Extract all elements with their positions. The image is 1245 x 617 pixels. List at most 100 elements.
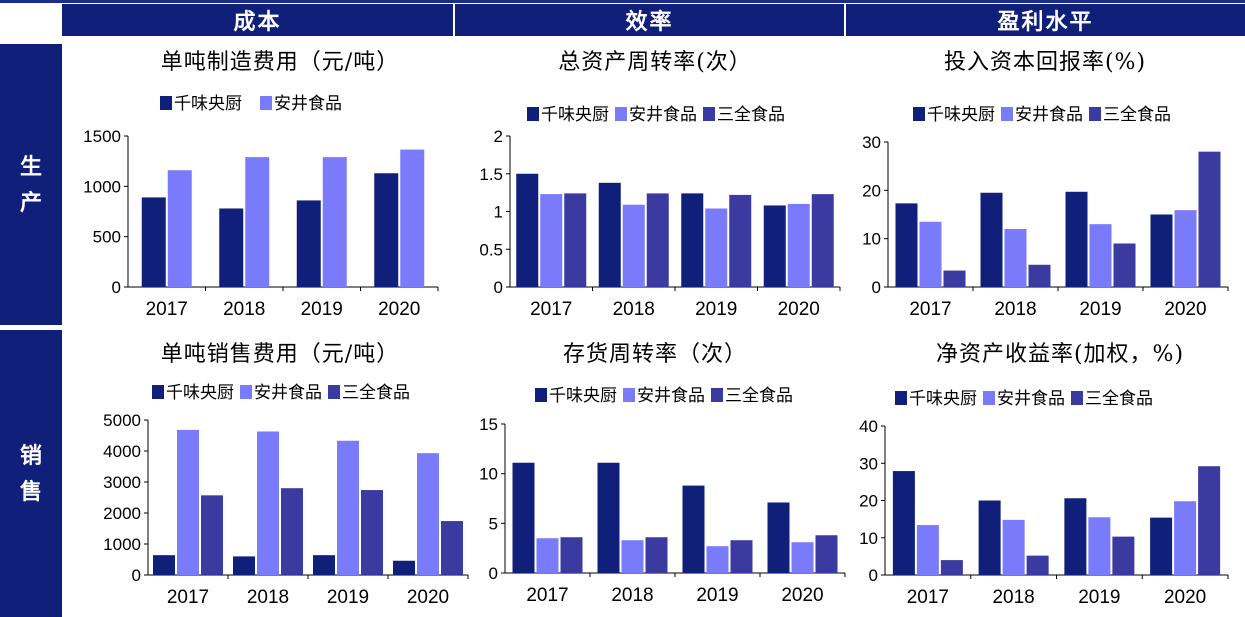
legend-label: 三全食品: [717, 105, 785, 124]
bar-2018-series-2: [1026, 555, 1049, 575]
y-tick-label: 30: [859, 454, 878, 473]
bar-2017-series-2: [940, 560, 963, 575]
bar-2019-series-0: [681, 193, 704, 287]
y-tick-label: 10: [859, 529, 878, 548]
bar-2017-series-0: [153, 555, 175, 575]
bar-2018-series-0: [219, 208, 244, 287]
legend-swatch: [895, 391, 907, 405]
bar-2017-series-2: [201, 495, 223, 575]
legend-label: 三全食品: [725, 386, 793, 405]
legend-swatch: [527, 107, 539, 121]
x-tick-label: 2020: [1164, 299, 1206, 320]
row-label-production: 生 产: [0, 44, 62, 325]
bar-2020-series-0: [1150, 214, 1173, 287]
y-tick-label: 0: [489, 564, 498, 583]
legend-label: 千味央厨: [549, 386, 617, 405]
x-tick-label: 2020: [781, 585, 823, 606]
bar-2017-series-1: [536, 538, 559, 573]
legend-swatch: [913, 107, 925, 121]
bar-2018-series-2: [1028, 264, 1051, 287]
bar-2017-series-1: [916, 525, 939, 575]
legend-swatch: [703, 107, 715, 121]
bar-2017-series-0: [512, 462, 535, 573]
bar-2019-series-1: [1089, 224, 1112, 287]
row-label-sales: 销 售: [0, 330, 62, 617]
y-tick-label: 30: [862, 133, 881, 152]
chart-title-unit-selling-cost: 单吨销售费用（元/吨）: [160, 342, 400, 367]
bar-2019-series-1: [1088, 517, 1111, 575]
bar-2017-series-1: [919, 221, 942, 287]
x-tick-label: 2017: [907, 587, 949, 608]
x-tick-label: 2019: [1078, 587, 1120, 608]
legend-label: 千味央厨: [174, 94, 242, 113]
bar-2020-series-2: [441, 521, 463, 575]
legend-swatch: [535, 388, 547, 402]
x-tick-label: 2018: [247, 587, 289, 608]
y-tick-label: 20: [862, 181, 881, 200]
bar-2020-series-2: [1198, 151, 1221, 287]
legend-label: 安井食品: [1015, 105, 1083, 124]
bar-2019-series-0: [296, 200, 321, 287]
header-profit: 盈利水平: [846, 4, 1245, 36]
chart-title-roic: 投入资本回报率(%): [943, 50, 1147, 75]
bar-2020-series-1: [787, 203, 810, 287]
bar-2018-series-0: [597, 462, 620, 573]
y-tick-label: 15: [479, 415, 498, 434]
y-tick-label: 40: [859, 417, 878, 436]
chart-title-unit-manufacturing-cost: 单吨制造费用（元/吨）: [160, 50, 400, 75]
bar-2019-series-1: [706, 546, 729, 573]
legend-label: 安井食品: [637, 386, 705, 405]
legend-swatch: [328, 385, 340, 399]
x-tick-label: 2018: [611, 585, 653, 606]
legend-label: 三全食品: [1085, 389, 1153, 408]
bar-2019-series-2: [1113, 243, 1136, 287]
y-tick-label: 0: [869, 566, 878, 585]
y-tick-label: 1000: [103, 535, 141, 554]
x-tick-label: 2018: [613, 299, 655, 320]
x-tick-label: 2017: [909, 299, 951, 320]
bar-2018-series-0: [233, 556, 255, 575]
bar-2019-series-1: [705, 208, 728, 287]
y-tick-label: 3000: [103, 473, 141, 492]
legend-label: 千味央厨: [166, 383, 234, 402]
legend-swatch: [152, 385, 164, 399]
y-tick-label: 0: [872, 278, 881, 297]
y-tick-label: 0: [494, 278, 503, 297]
bar-2018-series-0: [980, 192, 1003, 287]
y-tick-label: 2: [494, 127, 503, 146]
bar-2018-series-2: [646, 193, 669, 287]
header-cost: 成本: [62, 4, 453, 36]
y-tick-label: 20: [859, 492, 878, 511]
bar-2017-series-2: [560, 537, 583, 573]
bar-2018-series-2: [281, 488, 303, 575]
bar-2017-series-1: [540, 194, 563, 287]
y-tick-label: 1.5: [479, 165, 503, 184]
bar-2017-series-2: [564, 193, 587, 287]
x-tick-label: 2017: [526, 585, 568, 606]
x-tick-label: 2020: [407, 587, 449, 608]
bar-2019-series-2: [730, 540, 753, 573]
legend-label: 安井食品: [254, 383, 322, 402]
bar-2017-series-0: [516, 173, 539, 287]
legend-swatch: [160, 96, 172, 110]
bar-2017-series-0: [141, 197, 166, 287]
top-rule: [0, 0, 1245, 3]
legend-swatch: [1071, 391, 1083, 405]
bar-2018-series-1: [621, 540, 644, 573]
y-tick-label: 10: [479, 465, 498, 484]
bar-2020-series-0: [767, 502, 790, 573]
legend-swatch: [983, 391, 995, 405]
bar-2019-series-2: [729, 194, 752, 287]
bar-2019-series-0: [1064, 498, 1087, 575]
legend-label: 千味央厨: [909, 389, 977, 408]
y-tick-label: 1500: [83, 127, 121, 146]
legend-label: 千味央厨: [541, 105, 609, 124]
bar-2020-series-2: [815, 535, 838, 573]
y-tick-label: 1000: [83, 177, 121, 196]
bar-2020-series-1: [1174, 501, 1197, 575]
legend-swatch: [260, 96, 272, 110]
header-efficiency: 效率: [455, 4, 844, 36]
legend-label: 千味央厨: [927, 105, 995, 124]
